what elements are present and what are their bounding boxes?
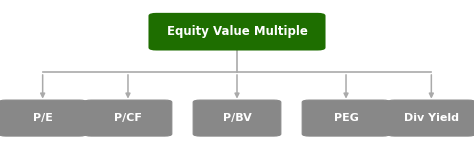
FancyBboxPatch shape bbox=[193, 100, 281, 136]
Text: P/E: P/E bbox=[33, 113, 53, 123]
FancyBboxPatch shape bbox=[302, 100, 390, 136]
FancyBboxPatch shape bbox=[149, 14, 325, 50]
Text: P/BV: P/BV bbox=[223, 113, 251, 123]
Text: Equity Value Multiple: Equity Value Multiple bbox=[166, 25, 308, 38]
FancyBboxPatch shape bbox=[84, 100, 172, 136]
Text: P/CF: P/CF bbox=[114, 113, 142, 123]
Text: PEG: PEG bbox=[334, 113, 358, 123]
FancyBboxPatch shape bbox=[0, 100, 86, 136]
FancyBboxPatch shape bbox=[387, 100, 474, 136]
Text: Div Yield: Div Yield bbox=[404, 113, 459, 123]
